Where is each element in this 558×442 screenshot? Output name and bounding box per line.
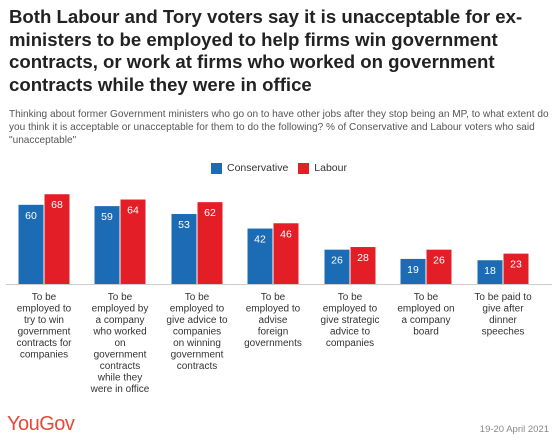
bar-labour-1	[120, 199, 146, 284]
legend: Conservative Labour	[0, 162, 558, 174]
bar-labour-3	[273, 223, 299, 284]
value-label-conservative-0: 60	[25, 210, 37, 222]
category-label-6: To be paid to give after dinner speeches	[474, 292, 532, 338]
yougov-logo: YouGov	[7, 413, 75, 435]
bar-conservative-3	[247, 228, 273, 284]
value-label-labour-1: 64	[127, 205, 139, 217]
chart-subtitle: Thinking about former Government ministe…	[9, 109, 549, 146]
category-label-3: To be employed to advise foreign governments	[244, 292, 302, 349]
value-label-labour-6: 23	[510, 259, 522, 271]
legend-label-conservative: Conservative	[227, 162, 289, 174]
value-label-labour-2: 62	[204, 207, 216, 219]
category-label-2: To be employed to give advice to companies o…	[166, 292, 228, 372]
bar-conservative-6	[477, 260, 503, 284]
value-label-labour-5: 26	[433, 255, 445, 267]
value-label-conservative-1: 59	[101, 211, 113, 223]
legend-label-labour: Labour	[314, 162, 347, 174]
category-label-1: To be employed by a company who worked on gov…	[90, 292, 150, 395]
value-label-labour-3: 46	[280, 228, 292, 240]
category-label-5: To be employed on a company board	[397, 292, 454, 338]
bar-labour-2	[197, 202, 223, 284]
bar-conservative-5	[400, 258, 426, 284]
value-label-conservative-6: 18	[484, 265, 496, 277]
bar-labour-5	[426, 249, 452, 284]
legend-item-conservative: Conservative	[211, 162, 288, 174]
value-label-conservative-5: 19	[407, 264, 419, 276]
bar-conservative-1	[94, 206, 120, 284]
bar-labour-6	[503, 253, 529, 284]
legend-swatch-conservative	[211, 162, 222, 174]
value-label-labour-0: 68	[51, 199, 63, 211]
bar-labour-4	[350, 247, 376, 284]
chart-title: Both Labour and Tory voters say it is un…	[9, 6, 523, 95]
bar-conservative-0	[18, 204, 44, 284]
bar-conservative-4	[324, 249, 350, 284]
survey-date: 19-20 April 2021	[479, 424, 549, 435]
category-label-0: To be employed to try to win government cont…	[16, 292, 72, 361]
bar-chart: 60 68 To be employed to try to win government…	[6, 194, 552, 395]
legend-item-labour: Labour	[298, 162, 347, 174]
value-label-labour-4: 28	[357, 252, 369, 264]
legend-swatch-labour	[298, 162, 310, 174]
bar-conservative-2	[171, 214, 197, 284]
category-label-4: To be employed to give strategic advice to c…	[321, 292, 380, 349]
value-label-conservative-2: 53	[178, 219, 190, 231]
value-label-conservative-4: 26	[331, 255, 343, 267]
value-label-conservative-3: 42	[254, 234, 266, 246]
bar-labour-0	[44, 194, 70, 284]
